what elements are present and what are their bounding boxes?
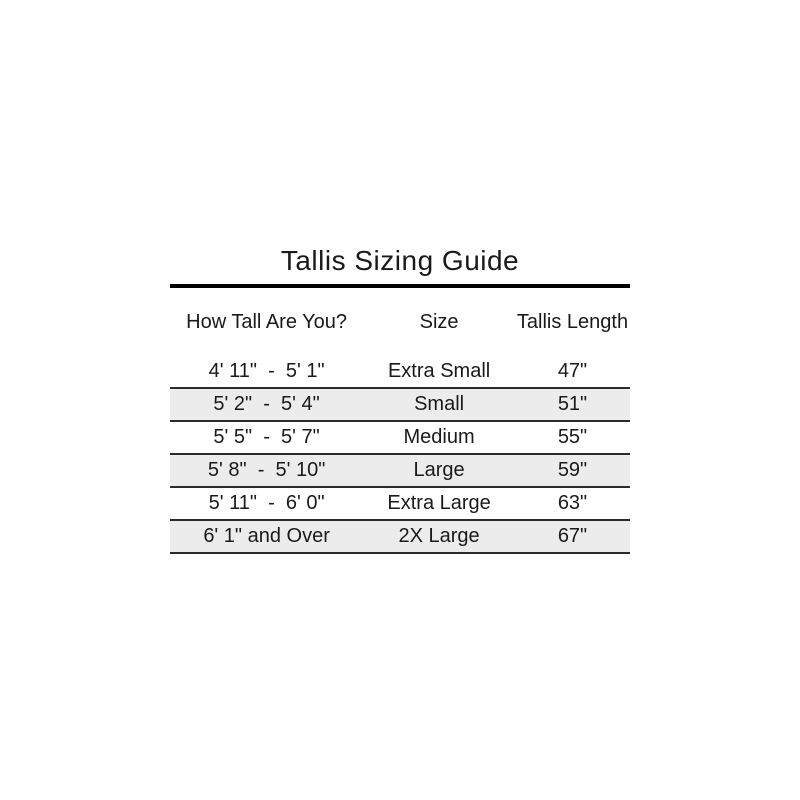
cell-size: Medium <box>403 426 475 448</box>
column-header-height: How Tall Are You? <box>186 310 348 333</box>
sizing-table: How Tall Are You? Size Tallis Length 4' … <box>170 288 630 554</box>
sizing-guide: Tallis Sizing Guide How Tall Are You? Si… <box>170 244 630 554</box>
table-row: 5' 8" - 5' 10" Large 59" <box>170 453 630 488</box>
table-row: 5' 11" - 6' 0" Extra Large 63" <box>170 487 630 520</box>
table-row: 5' 5" - 5' 7" Medium 55" <box>170 421 630 454</box>
cell-size: Large <box>363 453 515 488</box>
cell-size: Small <box>363 387 515 422</box>
cell-tallis-length: 47" <box>557 360 588 382</box>
column-header-length: Tallis Length <box>516 310 629 333</box>
page-title: Tallis Sizing Guide <box>280 245 520 276</box>
column-header-size: Size <box>419 310 459 333</box>
cell-tallis-length: 55" <box>557 426 588 448</box>
cell-tallis-length: 51" <box>514 387 630 422</box>
table-row: 6' 1" and Over 2X Large 67" <box>170 519 630 554</box>
cell-size: 2X Large <box>363 519 515 554</box>
cell-size: Extra Large <box>387 492 491 514</box>
cell-height-range: 5' 8" - 5' 10" <box>170 453 364 488</box>
cell-tallis-length: 67" <box>514 519 630 554</box>
cell-tallis-length: 63" <box>557 492 588 514</box>
cell-tallis-length: 59" <box>514 453 630 488</box>
table-row: 4' 11" - 5' 1" Extra Small 47" <box>170 356 630 388</box>
cell-height-range: 4' 11" - 5' 1" <box>208 360 325 382</box>
cell-size: Extra Small <box>387 360 491 382</box>
cell-height-range: 5' 5" - 5' 7" <box>213 426 320 448</box>
header-row: How Tall Are You? Size Tallis Length <box>170 288 630 356</box>
cell-height-range: 5' 2" - 5' 4" <box>170 387 364 422</box>
cell-height-range: 5' 11" - 6' 0" <box>208 492 325 514</box>
title-rule <box>170 284 630 288</box>
cell-height-range: 6' 1" and Over <box>170 519 364 554</box>
table-row: 5' 2" - 5' 4" Small 51" <box>170 387 630 422</box>
